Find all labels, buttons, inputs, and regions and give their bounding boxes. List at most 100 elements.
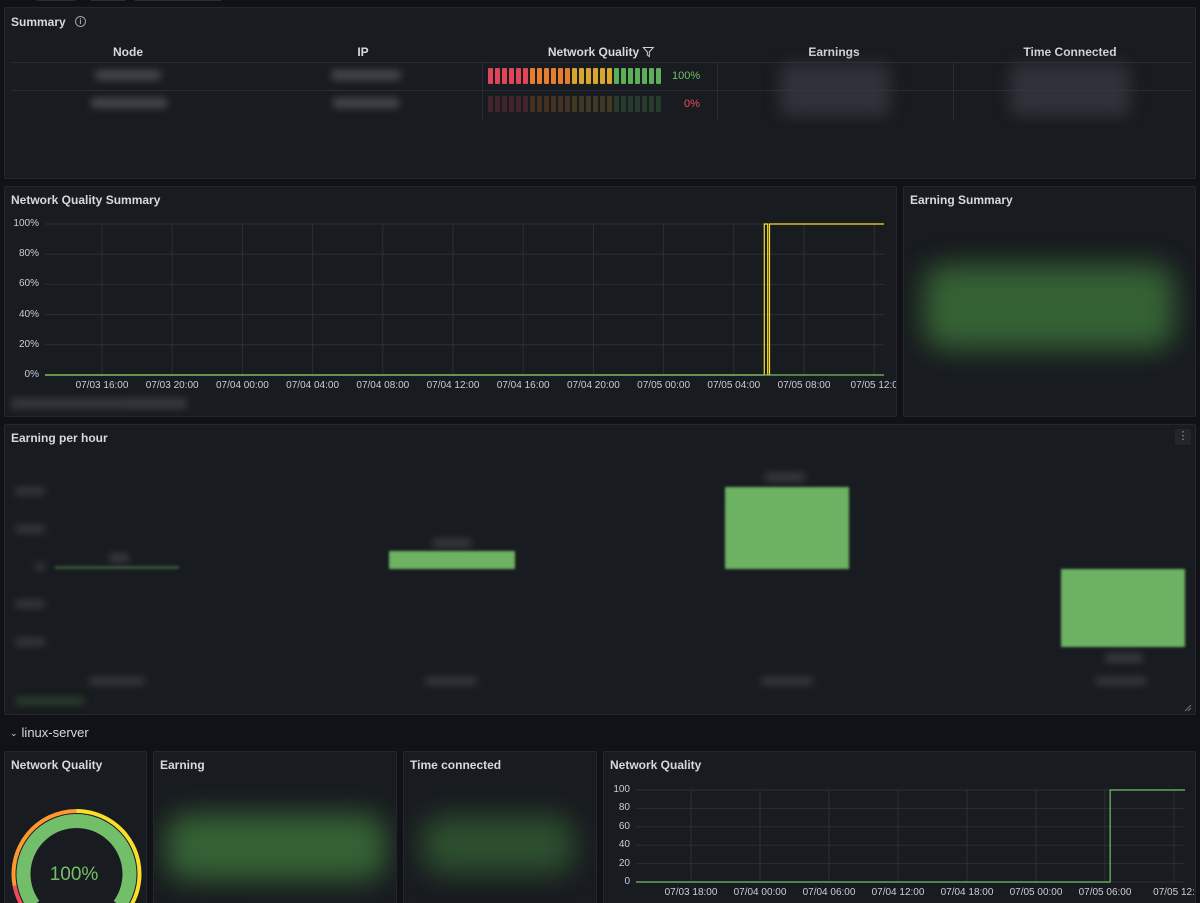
earnings-redacted [780, 64, 890, 116]
gauge-segment [558, 68, 563, 84]
y-tick-label: 0 [624, 876, 630, 887]
gauge-segment [579, 96, 584, 112]
column-header-label: Network Quality [547, 45, 640, 59]
gauge-segment [586, 96, 591, 112]
gauge-value: 100% [49, 864, 99, 885]
gauge-segment [586, 68, 591, 84]
network-quality-server-panel: Network Quality 100 80 60 40 20 0 07/03 18:00… [603, 751, 1196, 903]
column-divider [953, 62, 954, 120]
x-tick-label: 07/05 12: [1153, 887, 1195, 898]
gauge-segment [614, 68, 619, 84]
y-tick-label: 60% [18, 278, 39, 290]
gauge-segment [544, 68, 549, 84]
gauge-segment [607, 68, 612, 84]
gauge-segment [551, 96, 556, 112]
column-divider [482, 62, 483, 120]
time-connected-title: Time connected [410, 758, 502, 772]
row-collapse-toggle[interactable]: ⌄ linux-server [10, 725, 89, 740]
gauge-segment [502, 96, 507, 112]
gauge-segment [593, 68, 598, 84]
y-tick-label: 100 [613, 784, 630, 795]
kebab-menu-icon[interactable]: ⋮ [1175, 429, 1191, 445]
ip-redacted [331, 70, 401, 80]
gauge-segment [621, 96, 626, 112]
chevron-down-icon: ⌄ [10, 728, 18, 738]
top-tab[interactable] [134, 0, 222, 1]
column-header-time-connected[interactable]: Time Connected [1023, 45, 1117, 59]
gauge-segment [628, 68, 633, 84]
x-tick-label: 07/04 00:00 [733, 887, 787, 898]
gauge-segment [607, 96, 612, 112]
gauge-threshold-band [12, 885, 23, 903]
series-line[interactable] [636, 789, 1185, 883]
bar-label-redacted [1105, 654, 1143, 662]
gauge-segment [565, 96, 570, 112]
x-tick-redacted [761, 677, 813, 685]
y-tick-label: 20% [18, 338, 39, 350]
x-tick-redacted [89, 677, 145, 685]
y-tick-redacted [35, 563, 45, 571]
network-quality-summary-chart[interactable] [5, 187, 897, 417]
earning-summary-redacted [924, 265, 1174, 349]
info-circle-icon[interactable]: i [75, 16, 86, 27]
y-tick-label: 20 [618, 857, 630, 869]
gauge-segment [502, 68, 507, 84]
gauge-segment [558, 96, 563, 112]
gauge-segment [530, 96, 535, 112]
x-tick-label: 07/04 12:00 [426, 380, 480, 391]
x-tick-redacted [1095, 677, 1147, 685]
earning-summary-panel: Earning Summary [903, 186, 1196, 417]
section-label: linux-server [21, 725, 89, 740]
x-tick-label: 07/04 08:00 [356, 380, 410, 391]
y-tick-label: 100% [13, 218, 39, 229]
gauge-segment [523, 68, 528, 84]
earning-title: Earning [160, 758, 205, 772]
network-quality-server-chart[interactable] [604, 752, 1196, 903]
node-name-redacted [95, 70, 161, 80]
gauge-segment [544, 96, 549, 112]
row-divider [11, 90, 1191, 91]
y-tick-label: 40% [18, 308, 39, 320]
x-tick-label: 07/04 16:00 [496, 380, 550, 391]
x-tick-label: 07/03 16:00 [75, 380, 129, 391]
gauge-segment [593, 96, 598, 112]
gauge-segment [516, 96, 521, 112]
x-tick-label: 07/03 20:00 [145, 380, 199, 391]
gauge-segment [565, 68, 570, 84]
earning-bar[interactable] [55, 566, 179, 569]
column-header-node[interactable]: Node [113, 45, 143, 59]
time-connected-redacted [1010, 64, 1130, 116]
gauge-segment [530, 68, 535, 84]
earning-panel: Earning [153, 751, 397, 903]
x-tick-label: 07/05 00:00 [1009, 887, 1063, 898]
top-tab[interactable] [36, 0, 76, 1]
y-tick-label: 80% [18, 248, 39, 260]
gauge-segment [600, 96, 605, 112]
filter-icon[interactable] [642, 47, 655, 58]
column-header-network-quality[interactable]: Network Quality [547, 45, 655, 59]
time-connected-redacted [422, 816, 574, 874]
earning-bar[interactable] [389, 551, 515, 569]
top-tab[interactable] [90, 0, 126, 1]
x-tick-label: 07/04 06:00 [802, 887, 856, 898]
column-divider [717, 62, 718, 120]
column-header-earnings[interactable]: Earnings [808, 45, 860, 59]
network-quality-gauge [11, 809, 142, 903]
y-tick-redacted [15, 487, 45, 495]
resize-handle-icon[interactable] [1184, 704, 1192, 712]
gauge-segment [509, 96, 514, 112]
earning-bar[interactable] [725, 487, 849, 569]
series-line[interactable] [45, 223, 884, 376]
gauge-segment [523, 96, 528, 112]
gauge-segment [488, 96, 493, 112]
bar-label-redacted [109, 554, 129, 562]
y-tick-label: 0% [24, 369, 39, 380]
x-tick-label: 07/04 20:00 [566, 380, 620, 391]
earning-bar[interactable] [1061, 569, 1185, 647]
x-tick-label: 07/04 04:00 [286, 380, 340, 391]
y-tick-label: 80 [618, 802, 630, 814]
gauge-fill [16, 814, 137, 903]
network-quality-bar-gauge [488, 96, 661, 112]
column-header-ip[interactable]: IP [357, 45, 369, 59]
gauge-segment [551, 68, 556, 84]
